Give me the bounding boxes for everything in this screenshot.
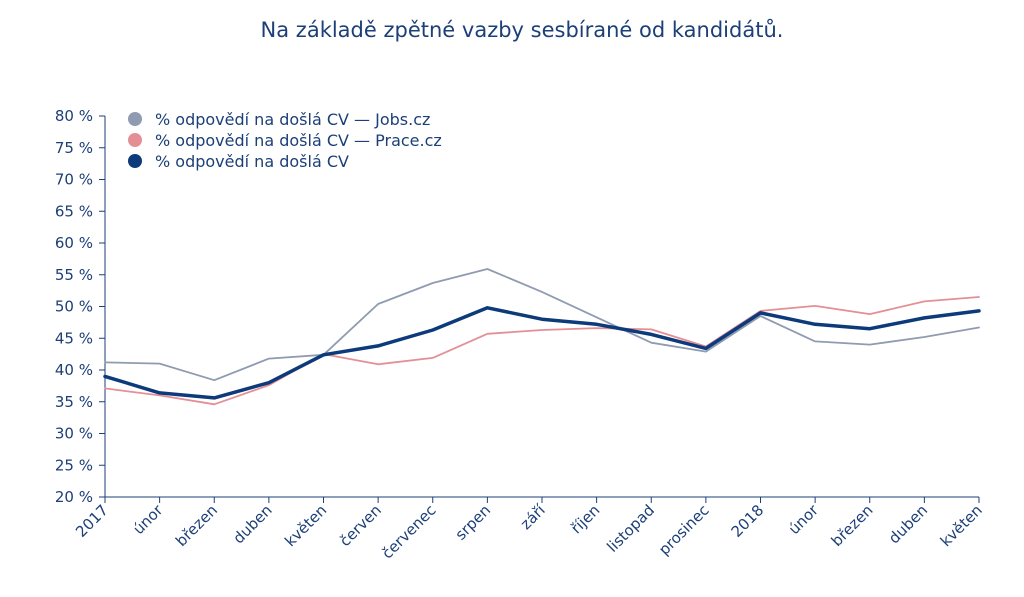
y-tick-label: 65 % — [55, 202, 93, 220]
y-tick-label: 40 % — [55, 361, 93, 379]
x-tick-label: květen — [937, 501, 986, 550]
y-tick-label: 50 % — [55, 298, 93, 316]
y-tick-label: 20 % — [55, 488, 93, 506]
x-tick-label: březen — [172, 501, 221, 550]
y-tick-label: 70 % — [55, 171, 93, 189]
y-tick-label: 80 % — [55, 107, 93, 125]
x-tick-label: duben — [230, 501, 276, 547]
legend-label-2: % odpovědí na došlá CV — Prace.cz — [155, 131, 442, 150]
y-tick-label: 30 % — [55, 425, 93, 443]
series-line-2 — [104, 296, 980, 406]
y-tick-label: 25 % — [55, 456, 93, 474]
x-tick-label: srpen — [452, 501, 495, 544]
x-tick-label: prosinec — [655, 501, 713, 559]
x-tick-label: březen — [828, 501, 877, 550]
x-tick-label: květen — [281, 501, 330, 550]
x-tick-label: únor — [129, 501, 167, 539]
legend-marker-1 — [128, 112, 142, 126]
y-tick-label: 35 % — [55, 393, 93, 411]
y-tick-label: 60 % — [55, 234, 93, 252]
x-tick-label: červen — [336, 501, 385, 550]
chart-title: Na základě zpětné vazby sesbírané od kan… — [260, 18, 784, 42]
x-tick-label: únor — [785, 501, 823, 539]
legend-marker-2 — [128, 133, 142, 147]
x-tick-label: 2018 — [728, 501, 768, 541]
x-tick-label: duben — [885, 501, 931, 547]
y-tick-label: 45 % — [55, 329, 93, 347]
series-line-1 — [104, 268, 980, 382]
legend-marker-3 — [128, 154, 142, 168]
x-tick-label: září — [517, 501, 550, 534]
legend-label-3: % odpovědí na došlá CV — [155, 152, 349, 171]
x-tick-label: říjen — [567, 501, 603, 537]
y-tick-label: 55 % — [55, 266, 93, 284]
series-line-3 — [103, 306, 981, 400]
x-tick-label: červenec — [378, 501, 439, 562]
y-tick-label: 75 % — [55, 139, 93, 157]
x-tick-label: 2017 — [72, 501, 112, 541]
legend-label-1: % odpovědí na došlá CV — Jobs.cz — [155, 110, 430, 129]
x-tick-label: listopad — [603, 501, 658, 556]
